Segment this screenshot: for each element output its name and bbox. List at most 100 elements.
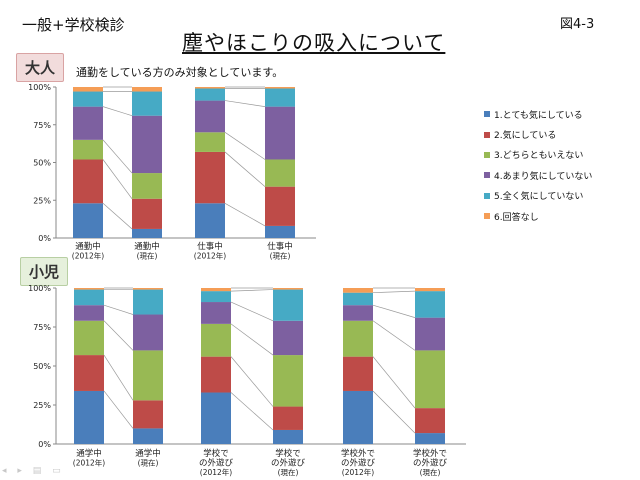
bar-segment [132, 198, 162, 229]
bar-segment [265, 186, 295, 226]
legend-swatch [484, 111, 490, 118]
x-category-label: の外遊び [199, 458, 234, 469]
series-connector-line [372, 390, 416, 434]
bar-segment [132, 91, 162, 116]
bar-segment [74, 355, 104, 391]
bar-segment [133, 289, 163, 315]
bar-segment [195, 151, 225, 204]
y-tick-label: 75% [33, 323, 51, 332]
header-label: 一般+学校検診 [22, 16, 125, 34]
y-tick-label: 25% [33, 401, 51, 410]
bar-segment [73, 87, 103, 92]
series-connector-line [372, 290, 416, 294]
legend-label: 1.とても気にしている [494, 110, 583, 121]
bar-segment [195, 203, 225, 238]
x-category-label: (2012年) [200, 467, 233, 477]
y-tick-label: 0% [38, 440, 51, 449]
y-tick-label: 25% [33, 196, 51, 205]
x-category-label: 仕事中 [197, 241, 223, 252]
adult-note: 通勤をしている方のみ対象としています。 [76, 66, 284, 79]
bar-segment [415, 350, 445, 409]
child-section-badge: 小児 [20, 257, 69, 286]
bar-segment [265, 225, 295, 238]
bar-segment [74, 320, 104, 356]
bar-segment [415, 288, 445, 292]
series-connector-line [102, 203, 133, 230]
bar-segment [73, 91, 103, 107]
bar-segment [201, 323, 231, 357]
series-connector-line [372, 320, 416, 351]
bar-segment [195, 100, 225, 133]
series-connector-line [102, 106, 133, 117]
series-connector-line [230, 301, 274, 322]
bar-segment [74, 289, 104, 306]
bar-segment [273, 429, 303, 444]
bar-segment [201, 356, 231, 393]
bar-segment [195, 88, 225, 101]
bar-segment [273, 288, 303, 290]
x-category-label: 仕事中 [267, 241, 293, 252]
y-tick-label: 50% [33, 362, 51, 371]
figure-number: 図4-3 [560, 17, 595, 32]
series-connector-line [230, 392, 274, 431]
bar-segment [201, 288, 231, 292]
legend-item: 3.どちらともいえない [484, 145, 592, 165]
bar-segment [73, 159, 103, 204]
y-tick-label: 50% [33, 159, 51, 168]
series-connector-line [103, 390, 134, 429]
bar-segment [132, 173, 162, 199]
bar-segment [343, 292, 373, 306]
y-tick-label: 100% [28, 83, 51, 92]
bar-segment [201, 291, 231, 303]
series-connector-line [103, 304, 134, 315]
series-connector-line [102, 159, 133, 199]
x-category-label: 学校で [275, 448, 301, 459]
legend-item: 1.とても気にしている [484, 104, 592, 124]
legend-item: 5.全く気にしていない [484, 186, 592, 206]
bar-segment [132, 115, 162, 174]
x-category-label: (現在) [270, 251, 291, 261]
x-category-label: (2012年) [342, 467, 375, 477]
bar-segment [415, 291, 445, 318]
bar-segment [265, 88, 295, 107]
legend-label: 6.回答なし [494, 212, 539, 223]
x-category-label: の外遊び [341, 458, 376, 469]
series-connector-line [372, 304, 416, 318]
legend-label: 4.あまり気にしていない [494, 171, 593, 182]
bar-segment [415, 433, 445, 444]
bar-segment [133, 288, 163, 290]
series-connector-line [230, 356, 274, 407]
legend-label: 3.どちらともいえない [494, 151, 584, 162]
bar-segment [132, 87, 162, 92]
bar-segment [343, 320, 373, 357]
legend-item: 2.気にしている [484, 124, 592, 144]
bar-segment [133, 350, 163, 401]
series-connector-line [224, 100, 266, 107]
slide-controls[interactable]: ◂ ▸ ▤ ▭ [2, 466, 65, 476]
x-category-label: (現在) [138, 458, 159, 468]
bar-segment [273, 320, 303, 356]
x-category-label: (現在) [137, 251, 158, 261]
legend-swatch [484, 131, 490, 138]
x-category-label: の外遊び [271, 458, 306, 469]
bar-segment [133, 400, 163, 429]
series-connector-line [224, 132, 266, 160]
x-category-label: 通勤中 [134, 241, 160, 252]
y-tick-label: 100% [28, 284, 51, 293]
series-connector-line [224, 151, 266, 187]
chart-legend: 1.とても気にしている 2.気にしている 3.どちらともいえない 4.あまり気にしてい… [484, 104, 592, 226]
series-connector-line [372, 356, 416, 409]
bar-segment [74, 305, 104, 321]
x-category-label: (現在) [420, 467, 441, 477]
x-category-label: 学校で [203, 448, 229, 459]
bar-segment [273, 355, 303, 407]
legend-label: 2.気にしている [494, 131, 557, 142]
bar-segment [265, 106, 295, 160]
legend-label: 5.全く気にしていない [494, 192, 584, 203]
bar-segment [273, 406, 303, 430]
bar-segment [273, 289, 303, 321]
y-tick-label: 0% [38, 234, 51, 243]
x-category-label: (2012年) [194, 251, 227, 261]
legend-swatch [484, 213, 490, 220]
